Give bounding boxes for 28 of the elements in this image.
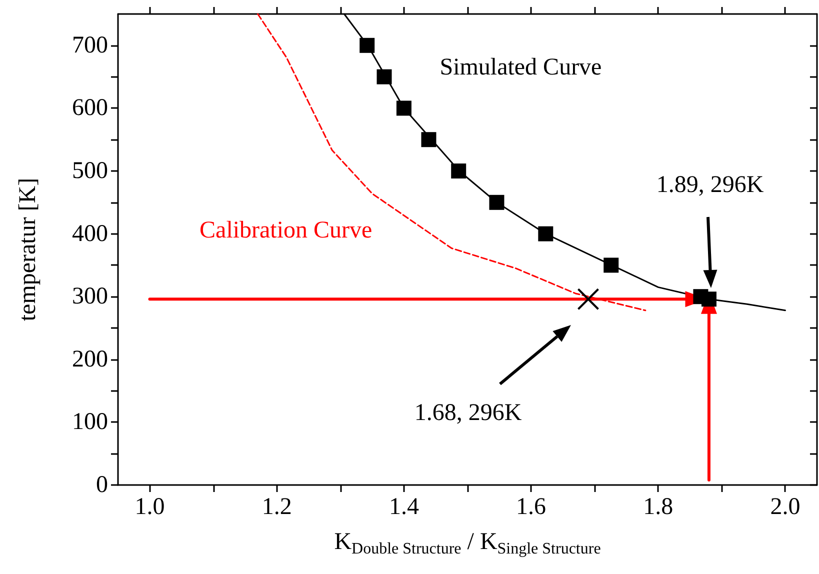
point [538,226,554,242]
point [604,258,619,273]
y-tick-label: 600 [72,95,108,122]
y-tick-label: 100 [72,409,108,436]
y-tick-label: 300 [72,284,108,310]
x-tick-label: 2.0 [770,494,800,520]
y-tick-label: 200 [72,346,108,372]
y-tick-label: 700 [72,32,108,58]
y-tick-label: 500 [72,158,108,184]
annotation: 1.89, 296K [656,172,764,198]
y-axis-title: temperatur [K] [15,178,41,322]
point [376,69,392,84]
x-tick-label: 1.2 [262,494,292,520]
x-tick-label: 1.6 [516,494,546,520]
point [421,132,436,148]
y-tick-label: 0 [96,472,108,498]
x-tick-label: 1.0 [134,494,165,520]
point [396,100,412,116]
annotation: 1.68, 296K [414,400,522,426]
point [451,164,466,178]
point [577,288,600,310]
x-tick-label: 1.4 [388,494,419,520]
y-tick-label: 400 [72,220,108,247]
x-tick-label: 1.8 [643,494,674,520]
point [360,38,375,53]
point [489,194,504,210]
series-label: Calibration Curve [200,218,372,244]
series-label: Simulated Curve [440,54,602,80]
